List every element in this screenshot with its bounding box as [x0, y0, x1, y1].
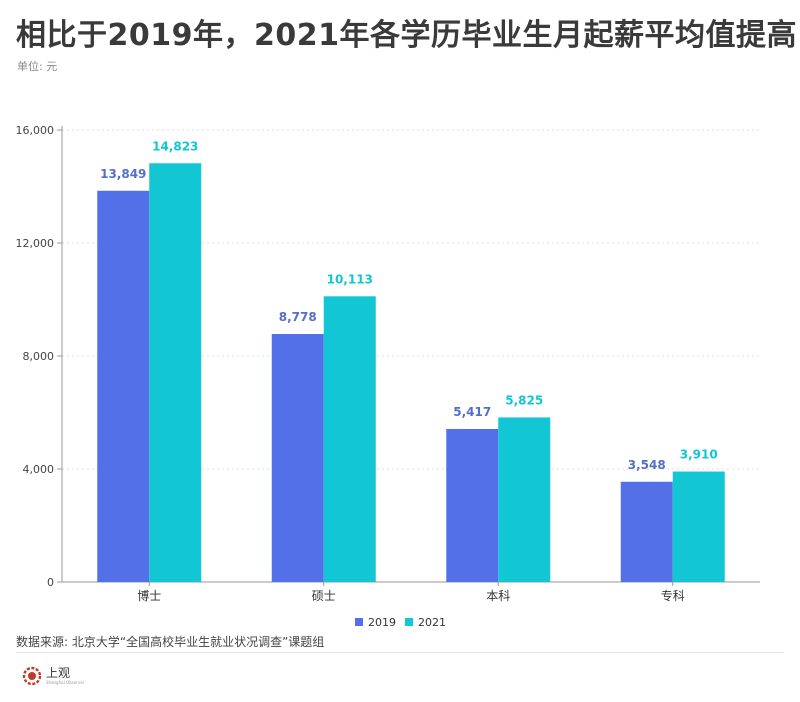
brand-subtitle: Shanghai Observer [46, 680, 85, 685]
legend-swatch-2021 [405, 618, 413, 626]
y-tick-label: 4,000 [23, 463, 55, 476]
legend-label-2019: 2019 [368, 616, 396, 629]
bar-2021 [672, 471, 725, 582]
data-label-2019: 13,849 [100, 167, 146, 181]
x-tick-label: 专科 [661, 588, 685, 603]
y-tick-label: 0 [47, 576, 54, 589]
y-tick-label: 8,000 [23, 350, 55, 363]
data-label-2021: 10,113 [327, 272, 373, 286]
brand-logo: 上观 Shanghai Observer [22, 666, 84, 686]
legend-swatch-2019 [355, 618, 363, 626]
brand-mark-icon [22, 666, 42, 686]
bar-2019 [446, 428, 499, 582]
bar-2019 [271, 334, 324, 582]
bar-2019 [620, 481, 673, 582]
data-label-2021: 14,823 [152, 139, 198, 153]
x-tick-label: 博士 [137, 588, 161, 603]
x-tick-label: 本科 [486, 589, 510, 603]
source-note: 数据来源: 北京大学“全国高校毕业生就业状况调查”课题组 [16, 635, 325, 649]
y-tick-label: 12,000 [16, 237, 55, 250]
brand-name: 上观 [46, 666, 71, 680]
bar-2019 [97, 190, 150, 582]
divider [16, 652, 784, 653]
bar-2021 [149, 163, 202, 582]
unit-label: 单位: 元 [17, 60, 58, 73]
bar-2021 [323, 296, 376, 582]
bar-2021 [498, 417, 551, 582]
x-tick-label: 硕士 [312, 589, 336, 603]
bar-chart: 0 4,000 8,000 12,000 16,000 13,849 14,823 博士 8,7… [16, 124, 760, 629]
chart-title: 相比于2019年，2021年各学历毕业生月起薪平均值提高 [16, 18, 797, 53]
y-tick-label: 16,000 [16, 124, 55, 137]
data-label-2019: 8,778 [279, 310, 317, 324]
data-label-2021: 3,910 [680, 448, 718, 462]
data-label-2021: 5,825 [505, 393, 543, 407]
legend-label-2021: 2021 [418, 616, 446, 629]
data-label-2019: 5,417 [453, 405, 491, 419]
data-label-2019: 3,548 [628, 458, 666, 472]
